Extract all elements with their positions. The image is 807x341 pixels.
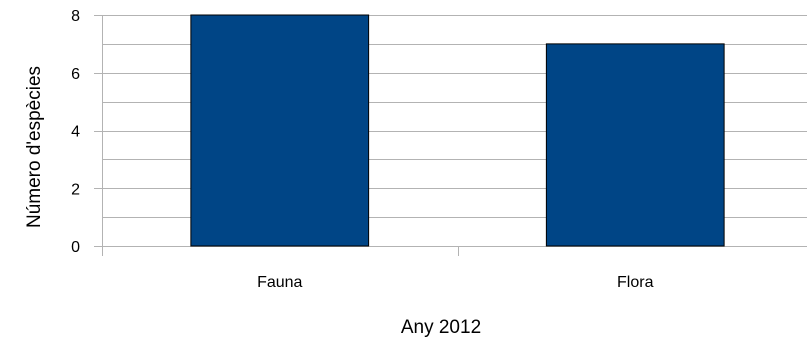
bar-fauna [190,14,370,247]
x-tick-label: Fauna [257,274,302,291]
y-tick-label: 0 [71,239,80,256]
y-tick-label: 4 [71,124,80,141]
axes [94,15,459,256]
y-tick-label: 2 [71,181,80,198]
bars [190,14,725,247]
y-tick-labels: 0 2 4 6 8 [71,8,80,256]
x-tick-labels: Fauna Flora [257,274,654,291]
y-tick-label: 6 [71,66,80,83]
x-tick-label: Flora [617,274,654,291]
y-axis-title: Número d'espècies [24,66,45,228]
x-axis-title: Any 2012 [401,317,481,338]
bar-flora [545,43,725,247]
y-tick-label: 8 [71,8,80,25]
